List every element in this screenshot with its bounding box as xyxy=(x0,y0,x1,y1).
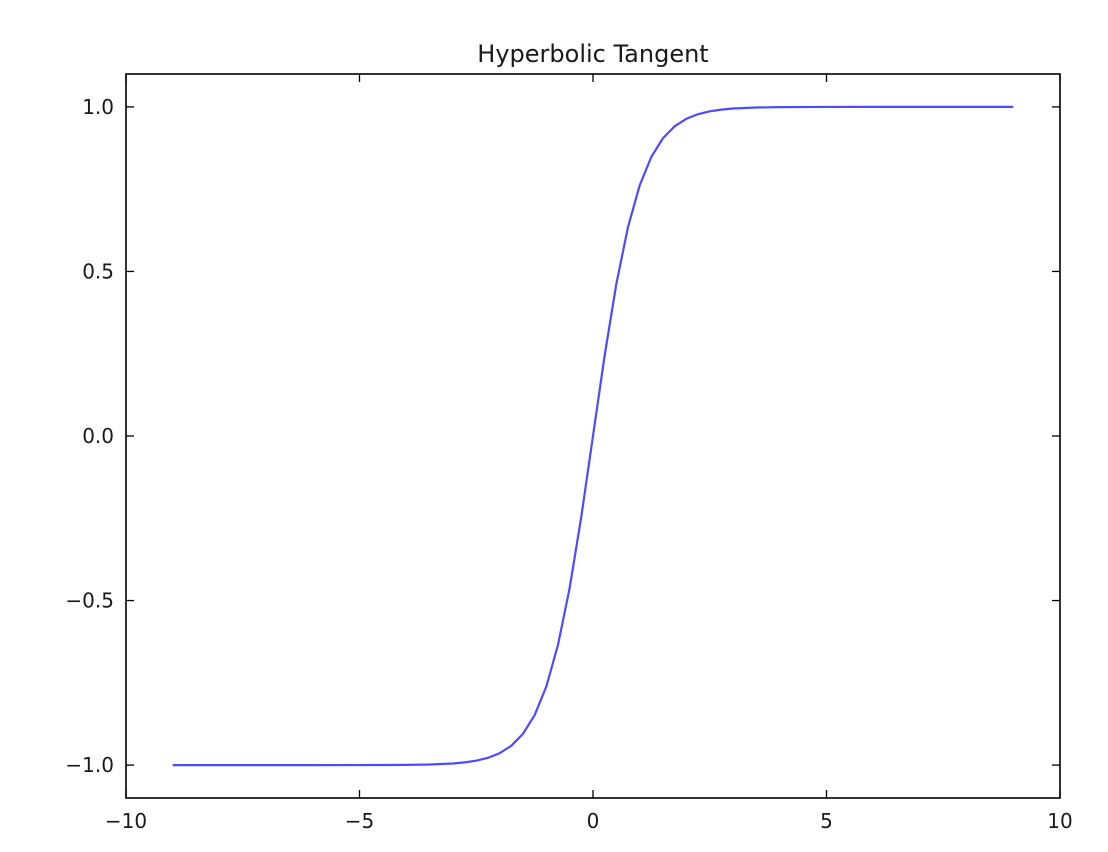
x-tick-label: 0 xyxy=(587,809,600,833)
y-tick-label: 0.0 xyxy=(82,424,114,448)
x-axis-ticks: −10 −5 0 5 10 xyxy=(105,74,1073,833)
series-line-0 xyxy=(172,105,1014,767)
x-tick-label: 5 xyxy=(820,809,833,833)
chart-title: Hyperbolic Tangent xyxy=(477,40,708,68)
series-layer xyxy=(172,105,1014,767)
x-tick-label: −10 xyxy=(105,809,147,833)
y-axis-ticks: −1.0 −0.5 0.0 0.5 1.0 xyxy=(65,95,1060,777)
x-tick-label: 10 xyxy=(1047,809,1072,833)
plot-frame xyxy=(125,73,1061,799)
y-tick-label: −1.0 xyxy=(65,753,114,777)
x-tick-label: −5 xyxy=(345,809,374,833)
y-tick-label: 1.0 xyxy=(82,95,114,119)
y-tick-label: 0.5 xyxy=(82,259,114,283)
y-tick-label: −0.5 xyxy=(65,589,114,613)
